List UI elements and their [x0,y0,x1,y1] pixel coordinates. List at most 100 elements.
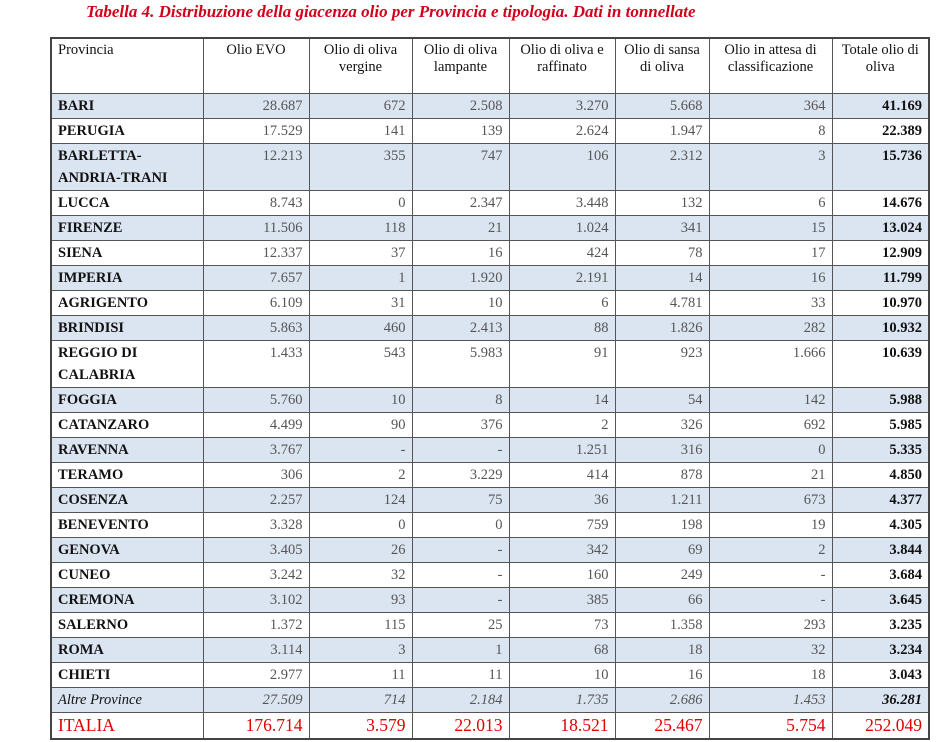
cell-olio-sansa: 1.826 [614,315,710,341]
cell-olio-vergine: 355 [308,143,413,191]
cell-totale: 14.676 [831,190,930,216]
cell-olio-sansa: 878 [614,462,710,488]
cell-olio-attesa: 33 [708,290,833,316]
cell-totale: 12.909 [831,240,930,266]
cell-olio-vergine: 543 [308,340,413,388]
cell-olio-raffinato: 759 [508,512,616,538]
cell-provincia: REGGIO DI CALABRIA [50,340,204,388]
cell-olio-sansa: 4.781 [614,290,710,316]
cell-provincia: SALERNO [50,612,204,638]
cell-olio-attesa: 293 [708,612,833,638]
cell-totale: 3.684 [831,562,930,588]
cell-olio-evo: 5.760 [202,387,310,413]
cell-olio-sansa: 69 [614,537,710,563]
cell-olio-vergine: 115 [308,612,413,638]
table-row: GENOVA 3.405 26-342 69 2 3.844 [50,537,930,563]
cell-olio-vergine: 124 [308,487,413,513]
cell-olio-sansa: 1.358 [614,612,710,638]
table-row: SALERNO 1.372 115 25 73 1.358 293 3.235 [50,612,930,638]
table-row: BARLETTA-ANDRIA-TRANI 12.213 355 747 106 2.31… [50,143,930,191]
cell-provincia: BENEVENTO [50,512,204,538]
table-row: CHIETI 2.977 11 11 10 16 18 3.043 [50,662,930,688]
cell-olio-vergine: - [308,437,413,463]
cell-provincia: CHIETI [50,662,204,688]
cell-olio-lampante: 8 [411,387,510,413]
cell-totale: 13.024 [831,215,930,241]
cell-olio-vergine: 0 [308,190,413,216]
table-row: Altre Province 27.509 714 2.184 1.735 2.686 1.… [50,687,930,713]
cell-olio-sansa: 316 [614,437,710,463]
cell-olio-attesa: 1.453 [708,687,833,713]
cell-olio-vergine: 714 [308,687,413,713]
table-row: LUCCA 8.743 0 2.347 3.448 132 6 14.676 [50,190,930,216]
cell-olio-raffinato: 10 [508,662,616,688]
cell-totale: 3.844 [831,537,930,563]
cell-olio-lampante: - [411,587,510,613]
cell-olio-lampante: 2.508 [411,93,510,119]
cell-olio-evo: 5.863 [202,315,310,341]
cell-olio-evo: 3.102 [202,587,310,613]
cell-olio-lampante: 1 [411,637,510,663]
cell-olio-evo: 2.977 [202,662,310,688]
cell-provincia: IMPERIA [50,265,204,291]
cell-olio-sansa: 132 [614,190,710,216]
table-row: CREMONA 3.102 93-385 66-3.645 [50,587,930,613]
cell-totale: 5.988 [831,387,930,413]
cell-olio-attesa: 142 [708,387,833,413]
cell-olio-vergine: 11 [308,662,413,688]
olive-oil-stock-table: Provincia Olio EVO Olio di oliva vergine Ol… [50,37,930,740]
cell-olio-raffinato: 14 [508,387,616,413]
cell-olio-sansa: 1.211 [614,487,710,513]
cell-provincia: GENOVA [50,537,204,563]
cell-olio-lampante: 2.184 [411,687,510,713]
cell-olio-vergine: 26 [308,537,413,563]
cell-olio-lampante: 16 [411,240,510,266]
table-row: TERAMO 306 2 3.229 414 878 21 4.850 [50,462,930,488]
cell-provincia: FIRENZE [50,215,204,241]
column-header-olio-sansa: Olio di sansa di oliva [614,37,710,94]
cell-olio-sansa: 923 [614,340,710,388]
column-header-olio-attesa: Olio in attesa di classificazione [708,37,833,94]
table-row: BENEVENTO 3.328 0 0 759 198 19 4.305 [50,512,930,538]
table-row: FIRENZE 11.506 118 21 1.024 341 15 13.024 [50,215,930,241]
cell-olio-raffinato: 106 [508,143,616,191]
cell-olio-raffinato: 73 [508,612,616,638]
cell-olio-raffinato: 1.024 [508,215,616,241]
cell-olio-lampante: - [411,537,510,563]
cell-totale: 252.049 [831,712,930,740]
cell-olio-lampante: 2.413 [411,315,510,341]
cell-olio-raffinato: 3.270 [508,93,616,119]
cell-olio-vergine: 118 [308,215,413,241]
cell-olio-lampante: 21 [411,215,510,241]
table-row: SIENA 12.337 37 16 424 78 17 12.909 [50,240,930,266]
cell-olio-evo: 12.213 [202,143,310,191]
cell-provincia: BRINDISI [50,315,204,341]
cell-olio-sansa: 2.686 [614,687,710,713]
cell-olio-evo: 7.657 [202,265,310,291]
table-row: CUNEO 3.242 32-160 249-3.684 [50,562,930,588]
cell-olio-raffinato: 385 [508,587,616,613]
cell-olio-vergine: 10 [308,387,413,413]
cell-olio-evo: 6.109 [202,290,310,316]
cell-olio-attesa: 15 [708,215,833,241]
cell-provincia: RAVENNA [50,437,204,463]
table-row: BRINDISI 5.863 460 2.413 88 1.826 282 10.932 [50,315,930,341]
cell-olio-evo: 11.506 [202,215,310,241]
cell-olio-sansa: 54 [614,387,710,413]
cell-olio-attesa: 17 [708,240,833,266]
cell-olio-sansa: 16 [614,662,710,688]
cell-olio-sansa: 249 [614,562,710,588]
cell-olio-sansa: 18 [614,637,710,663]
cell-olio-vergine: 141 [308,118,413,144]
cell-olio-sansa: 25.467 [614,712,710,740]
table-row: CATANZARO 4.499 90 376 2 326 692 5.985 [50,412,930,438]
cell-olio-vergine: 3 [308,637,413,663]
cell-olio-lampante: 5.983 [411,340,510,388]
cell-olio-sansa: 78 [614,240,710,266]
cell-totale: 3.043 [831,662,930,688]
cell-totale: 11.799 [831,265,930,291]
cell-olio-attesa: 0 [708,437,833,463]
cell-olio-vergine: 93 [308,587,413,613]
table-row: ROMA 3.114 3 1 68 18 32 3.234 [50,637,930,663]
cell-olio-vergine: 32 [308,562,413,588]
